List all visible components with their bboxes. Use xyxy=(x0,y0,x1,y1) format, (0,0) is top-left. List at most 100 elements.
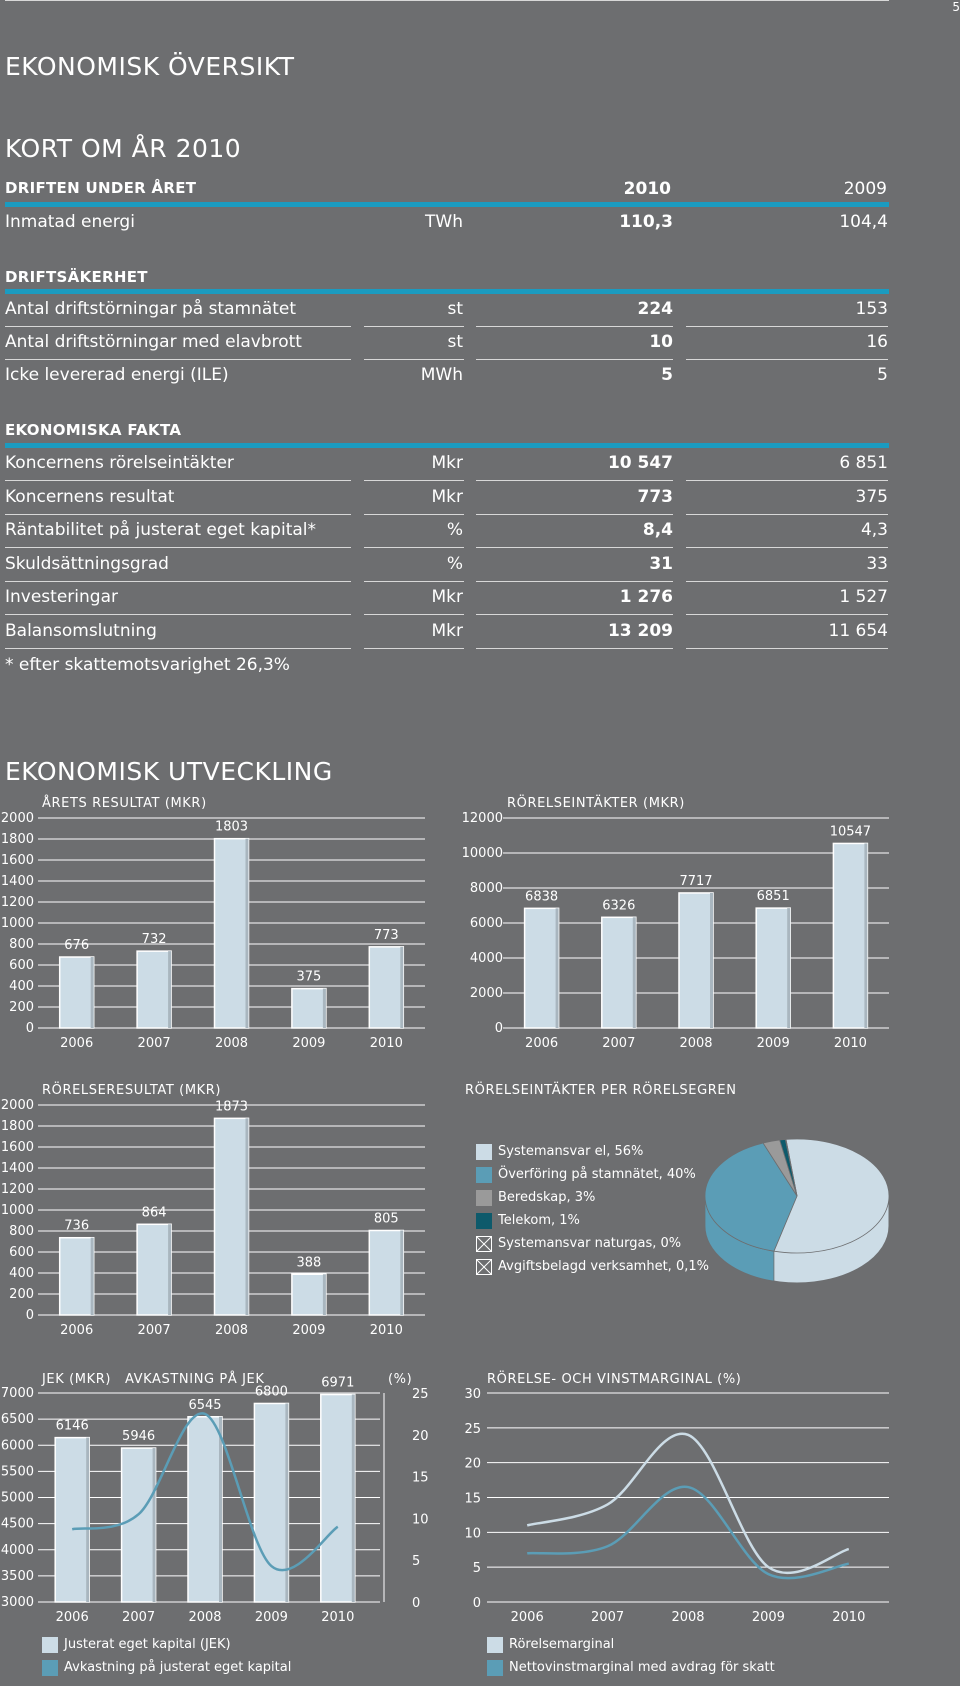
row-value-2010: 10 547 xyxy=(607,453,673,473)
chart2-ytick-label: 0 xyxy=(495,1021,503,1036)
table-row: Balansomslutning Mkr 13 209 11 654 xyxy=(0,616,890,649)
row-unit: % xyxy=(446,553,463,574)
row-value-2009: 6 851 xyxy=(839,453,888,473)
chart6-series-line xyxy=(526,1432,850,1575)
chart5-bar-shade xyxy=(219,1416,222,1602)
row-divider xyxy=(686,326,888,327)
top-rule xyxy=(5,0,889,1)
row-value-2010: 773 xyxy=(637,486,674,507)
row-unit: MWh xyxy=(420,365,463,385)
driftsak-header: DRIFTSÄKERHET xyxy=(5,268,148,286)
chart5-xtick-label: 2006 xyxy=(56,1610,89,1625)
row-divider xyxy=(476,480,673,481)
chart4-title: RÖRELSEINTÄKTER PER RÖRELSEGREN xyxy=(465,1083,737,1098)
jek-legend: Justerat eget kapital (JEK) Avkastning p… xyxy=(42,1636,291,1682)
chart5-title2: AVKASTNING PÅ JEK xyxy=(125,1372,265,1387)
legend-item: Avgiftsbelagd verksamhet, 0,1% xyxy=(476,1258,709,1281)
chart1-bar-shade xyxy=(168,951,172,1028)
row-label: Antal driftstörningar på stamnätet xyxy=(5,299,297,319)
chart1-ytick-label: 1800 xyxy=(1,832,34,847)
chart5-data-label: 5946 xyxy=(122,1429,155,1444)
row-divider xyxy=(5,359,351,360)
legend-swatch xyxy=(487,1660,503,1676)
chart2-ytick-label: 4000 xyxy=(470,951,503,966)
row-value-2009: 104,4 xyxy=(839,212,888,232)
chart1-xtick-label: 2010 xyxy=(370,1036,403,1051)
chart1-bar xyxy=(368,946,405,1029)
chart1-bar-shade xyxy=(400,946,404,1028)
row-divider xyxy=(364,580,464,582)
chart5-ytick-label: 6500 xyxy=(1,1412,34,1427)
row-divider xyxy=(686,513,888,515)
chart5-bar xyxy=(54,1436,90,1603)
marginal-legend: Rörelsemarginal Nettovinstmarginal med a… xyxy=(487,1636,775,1682)
chart5-bar-shade xyxy=(351,1394,355,1602)
row-divider xyxy=(364,359,464,360)
chart1-title: ÅRETS RESULTAT (MKR) xyxy=(42,796,207,811)
chart3-bar-shade xyxy=(245,1118,249,1315)
row-unit: Mkr xyxy=(431,486,463,507)
chart5-bar xyxy=(320,1393,356,1603)
chart5-xtick-label: 2009 xyxy=(255,1610,288,1625)
chart1-bar-shade xyxy=(245,838,249,1028)
row-unit: Mkr xyxy=(431,453,463,473)
chart5-bar-shade xyxy=(285,1403,289,1602)
chart5-data-label: 6146 xyxy=(56,1419,89,1434)
row-divider xyxy=(364,326,464,327)
chart6-series-line xyxy=(527,1485,850,1580)
chart1-bar xyxy=(213,837,250,1029)
row-value-2010: 10 xyxy=(649,332,673,352)
chart5-bar xyxy=(120,1447,157,1603)
chart5-y2tick-label: 0 xyxy=(412,1596,420,1611)
chart1-ytick-label: 400 xyxy=(9,979,34,994)
chart3-bar-shade xyxy=(400,1230,404,1315)
chart5-data-label: 6545 xyxy=(188,1398,221,1413)
row-unit: Mkr xyxy=(431,587,463,607)
row-divider xyxy=(5,614,351,615)
chart2-bar-shade xyxy=(787,908,791,1028)
chart5-ytick-label: 5500 xyxy=(1,1464,34,1479)
chart2-bar xyxy=(832,842,869,1029)
chart5-y2tick-label: 15 xyxy=(412,1471,429,1486)
chart5-ytick-label: 4000 xyxy=(1,1543,34,1558)
chart1-ytick-label: 1400 xyxy=(1,874,34,889)
chart5-data-label: 6971 xyxy=(321,1376,354,1391)
chart2-xtick-label: 2009 xyxy=(757,1036,790,1051)
row-value-2010: 1 276 xyxy=(619,587,673,607)
legend-swatch xyxy=(476,1190,492,1206)
legend-label: Rörelsemarginal xyxy=(509,1637,615,1652)
chart5-data-label: 6800 xyxy=(255,1384,288,1399)
chart1-xtick-label: 2008 xyxy=(215,1036,248,1051)
row-divider xyxy=(364,480,464,481)
row-value-2010: 224 xyxy=(637,299,674,319)
row-unit: TWh xyxy=(425,212,463,232)
chart6-ytick-label: 20 xyxy=(464,1457,481,1472)
legend-item: Systemansvar naturgas, 0% xyxy=(476,1235,709,1258)
row-value-2009: 11 654 xyxy=(828,620,888,641)
chart2-data-label: 10547 xyxy=(830,824,871,839)
chart3-bar xyxy=(368,1229,405,1316)
row-value-2010: 110,3 xyxy=(619,212,673,232)
chart1-bar xyxy=(136,950,172,1029)
row-value-2009: 33 xyxy=(866,553,888,574)
row-divider xyxy=(476,547,673,548)
chart3-data-label: 388 xyxy=(296,1255,321,1270)
legend-item: Överföring på stamnätet, 40% xyxy=(476,1166,709,1189)
row-divider xyxy=(5,547,351,548)
pie-slice xyxy=(704,1142,798,1252)
chart2-xtick-label: 2008 xyxy=(679,1036,712,1051)
row-value-2010: 31 xyxy=(649,553,673,574)
row-divider xyxy=(476,647,673,649)
chart6-xtick-label: 2008 xyxy=(671,1610,704,1625)
row-label: Inmatad energi xyxy=(5,212,135,232)
row-divider xyxy=(476,326,673,327)
chart2-data-label: 6838 xyxy=(525,889,558,904)
row-divider xyxy=(686,480,888,481)
chart6-xtick-label: 2007 xyxy=(591,1610,624,1625)
legend-swatch-crossed-icon xyxy=(476,1259,492,1275)
legend-item: Justerat eget kapital (JEK) xyxy=(42,1636,291,1659)
chart1-bar-shade xyxy=(90,957,94,1028)
row-divider xyxy=(476,614,673,615)
row-divider xyxy=(476,513,673,515)
chart1-bar xyxy=(58,956,95,1029)
